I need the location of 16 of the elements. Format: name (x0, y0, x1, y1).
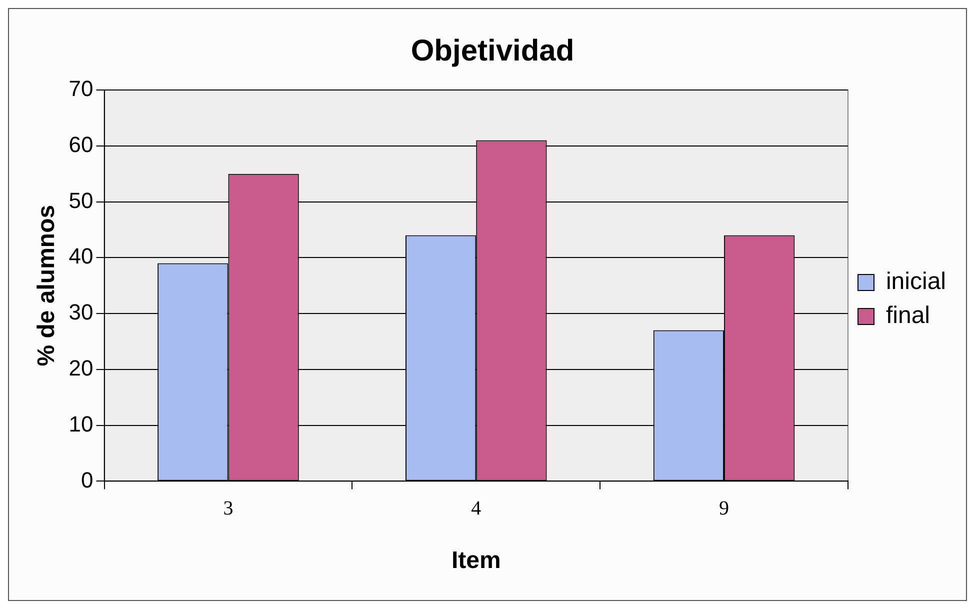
x-axis-title: Item (451, 547, 501, 574)
y-tick-label: 40 (68, 244, 94, 269)
y-tick-label: 60 (68, 132, 94, 157)
y-axis-title: % de alumnos (33, 204, 60, 366)
y-tick-label: 50 (68, 188, 94, 213)
x-tick-label: 3 (223, 497, 234, 520)
y-tick-label: 70 (68, 76, 94, 102)
x-tick-label: 9 (719, 497, 730, 520)
y-tick-label: 30 (68, 300, 94, 325)
legend-label: inicial (886, 268, 946, 296)
y-tick-label: 20 (68, 355, 94, 380)
x-tick-label: 4 (471, 497, 482, 520)
y-tick-label: 10 (68, 411, 94, 436)
legend-label: final (886, 302, 930, 330)
y-tick-label: 0 (81, 467, 94, 492)
chart-title: Objetividad (410, 34, 574, 68)
